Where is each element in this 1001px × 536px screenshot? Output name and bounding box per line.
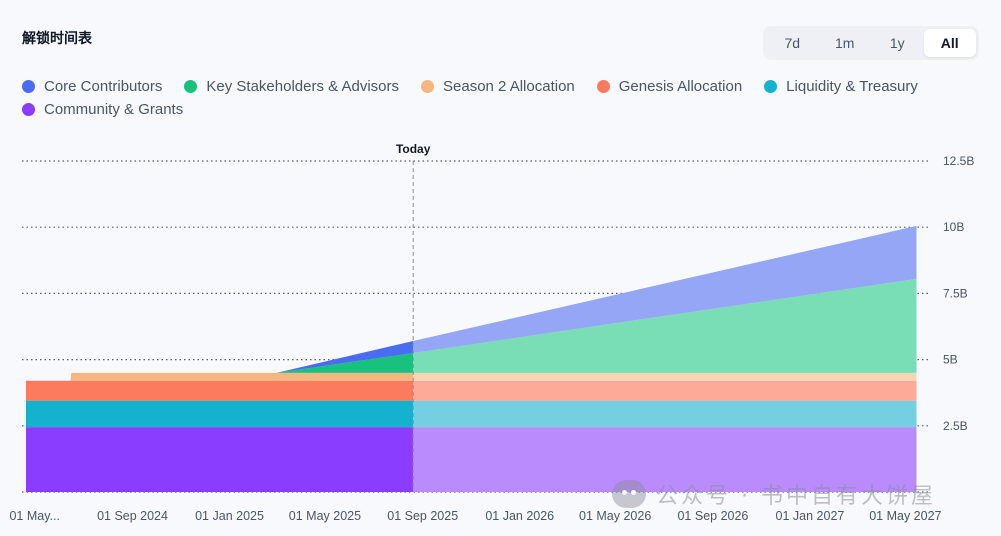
area-season-2-allocation-past <box>25 372 414 381</box>
legend-item-season-2-allocation[interactable]: Season 2 Allocation <box>421 78 575 95</box>
area-community-and-grants-future <box>413 427 917 492</box>
x-tick-label: 01 May 2027 <box>869 509 941 523</box>
legend-label: Core Contributors <box>44 78 163 95</box>
legend-label: Genesis Allocation <box>618 78 743 95</box>
legend-swatch <box>184 80 198 93</box>
range-tab-7d[interactable]: 7d <box>766 29 819 57</box>
x-tick-label: 01 May... <box>9 509 59 523</box>
legend-label: Key Stakeholders & Advisors <box>206 78 399 95</box>
legend-item-core-contributors[interactable]: Core Contributors <box>22 78 162 95</box>
legend-item-liquidity-and-treasury[interactable]: Liquidity & Treasury <box>764 78 918 95</box>
area-season-2-allocation-future <box>413 372 917 381</box>
legend-item-community-and-grants[interactable]: Community & Grants <box>22 101 183 118</box>
y-tick-label: 7.5B <box>943 286 968 300</box>
area-genesis-allocation-past <box>25 380 414 401</box>
time-range-selector: 7d 1m 1y All <box>763 26 979 60</box>
legend-swatch <box>421 80 434 93</box>
today-label: Today <box>396 142 431 156</box>
x-tick-label: 01 May 2025 <box>289 509 361 523</box>
legend-swatch <box>22 80 35 93</box>
x-tick-label: 01 Sep 2026 <box>677 509 748 523</box>
x-tick-label: 01 Jan 2027 <box>776 509 845 523</box>
area-key-stakeholders-and-advisors-past <box>25 352 414 381</box>
x-tick-label: 01 May 2026 <box>579 509 651 523</box>
area-key-stakeholders-and-advisors-future <box>413 278 917 373</box>
legend-swatch <box>764 80 778 93</box>
area-community-and-grants-past <box>25 427 414 492</box>
area-core-contributors-future <box>413 225 917 353</box>
watermark: 公众号 · 书中自有大饼屋 <box>612 478 936 510</box>
x-tick-label: 01 Sep 2025 <box>387 509 458 523</box>
range-tab-all[interactable]: All <box>923 29 976 57</box>
y-tick-label: 10B <box>943 220 964 234</box>
legend-label: Liquidity & Treasury <box>786 78 918 95</box>
y-tick-label: 12.5B <box>943 154 974 168</box>
legend-item-genesis-allocation[interactable]: Genesis Allocation <box>596 78 743 95</box>
legend-swatch <box>596 80 610 93</box>
chart-legend: Core Contributors Key Stakeholders & Advi… <box>22 78 962 118</box>
range-tab-1m[interactable]: 1m <box>819 29 872 57</box>
legend-label: Community & Grants <box>44 101 184 118</box>
area-liquidity-and-treasury-past <box>25 400 414 428</box>
x-tick-label: 01 Jan 2026 <box>485 509 554 523</box>
y-tick-label: 2.5B <box>943 419 968 433</box>
y-tick-label: 5B <box>943 353 958 367</box>
legend-label: Season 2 Allocation <box>443 78 575 95</box>
legend-swatch <box>22 103 35 116</box>
wechat-icon <box>612 480 646 508</box>
page-title: 解锁时间表 <box>22 31 92 47</box>
watermark-text: 公众号 · 书中自有大饼屋 <box>656 484 936 509</box>
legend-item-key-stakeholders-and-advisors[interactable]: Key Stakeholders & Advisors <box>184 78 399 95</box>
x-tick-label: 01 Sep 2024 <box>97 509 168 523</box>
area-core-contributors-past <box>25 341 414 381</box>
range-tab-1y[interactable]: 1y <box>871 29 924 57</box>
x-tick-label: 01 Jan 2025 <box>195 509 264 523</box>
area-liquidity-and-treasury-future <box>413 400 917 428</box>
area-genesis-allocation-future <box>413 380 917 401</box>
